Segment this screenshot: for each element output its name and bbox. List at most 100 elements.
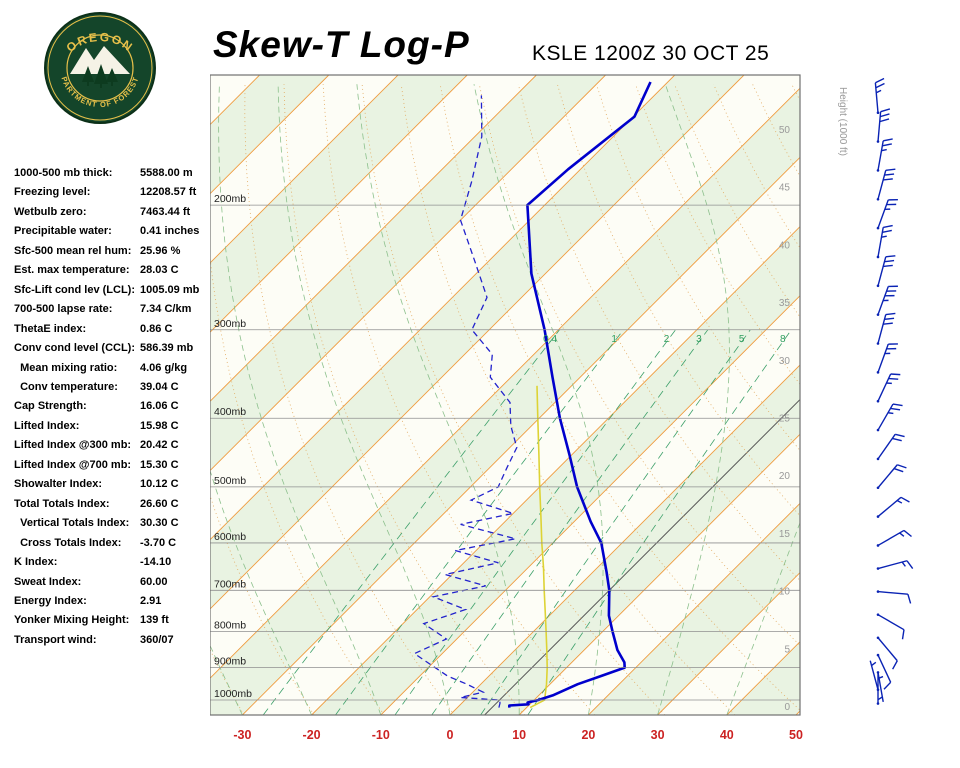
index-label: 700-500 lapse rate: (14, 303, 113, 316)
index-value: 26.60 C (140, 497, 179, 510)
index-row: Transport wind: 360/07 (14, 631, 212, 650)
index-row: Lifted Index: 15.98 C (14, 417, 212, 436)
index-row: 700-500 lapse rate: 7.34 C/km (14, 300, 212, 319)
svg-text:5: 5 (784, 644, 790, 655)
index-label: Vertical Totals Index: (14, 517, 130, 530)
station-datetime: KSLE 1200Z 30 OCT 25 (532, 42, 770, 65)
svg-text:8: 8 (780, 334, 786, 345)
svg-text:400mb: 400mb (214, 406, 246, 418)
index-row: Total Totals Index: 26.60 C (14, 495, 212, 514)
index-row: Sfc-Lift cond lev (LCL): 1005.09 mb (14, 281, 212, 300)
index-value: 39.04 C (140, 380, 179, 393)
svg-text:15: 15 (779, 529, 791, 540)
index-label: Est. max temperature: (14, 264, 130, 277)
svg-text:Height (1000 ft): Height (1000 ft) (837, 87, 848, 156)
index-value: 1005.09 mb (140, 283, 200, 296)
svg-text:200mb: 200mb (214, 193, 246, 205)
index-value: 139 ft (140, 614, 169, 627)
index-label: Lifted Index @700 mb: (14, 458, 132, 471)
chart-border (210, 74, 801, 716)
index-label: Freezing level: (14, 186, 91, 199)
svg-text:5: 5 (739, 334, 745, 345)
index-label: Conv temperature: (14, 380, 118, 393)
index-row: Freezing level: 12208.57 ft (14, 183, 212, 202)
svg-text:300mb: 300mb (214, 318, 246, 330)
svg-text:40: 40 (779, 240, 791, 251)
index-value: 2.91 (140, 594, 162, 607)
moist-adiabats (210, 84, 800, 715)
index-value: 60.00 (140, 575, 168, 588)
index-value: 360/07 (140, 633, 174, 646)
odf-logo-svg: OREGON DEPARTMENT OF FORESTRY (39, 3, 156, 124)
svg-text:20: 20 (779, 471, 791, 482)
svg-text:900mb: 900mb (214, 656, 246, 668)
svg-text:0: 0 (784, 702, 790, 713)
index-label: Conv cond level (CCL): (14, 342, 136, 355)
index-value: 5588.00 m (140, 167, 193, 179)
svg-text:0: 0 (447, 728, 454, 742)
svg-text:3: 3 (696, 334, 702, 345)
svg-text:-10: -10 (372, 728, 390, 742)
dewpoint-trace (413, 95, 518, 708)
pressure-labels: 200mb 300mb 400mb 500mb 600mb 700mb 800mb 900mb… (214, 193, 252, 700)
height-axis-title: Height (1000 ft) (837, 87, 848, 156)
index-row: Showalter Index: 10.12 C (14, 475, 212, 494)
index-value: 0.86 C (140, 322, 173, 335)
index-label: Yonker Mixing Height: (14, 614, 130, 627)
index-value: 28.03 C (140, 264, 179, 277)
svg-text:10: 10 (512, 728, 526, 742)
index-value: 7.34 C/km (140, 303, 192, 316)
svg-text:1000mb: 1000mb (214, 688, 252, 700)
index-value: 4.06 g/kg (140, 361, 188, 374)
index-label: Precipitable water: (14, 225, 112, 238)
logo-mountain (70, 46, 130, 74)
svg-text:20: 20 (581, 728, 595, 742)
temp-axis-labels: -30 -20 -10 0 10 20 30 40 50 (233, 728, 803, 742)
page-title: Skew-T Log-P (213, 24, 470, 65)
index-label: Mean mixing ratio: (14, 361, 118, 374)
index-value: 586.39 mb (140, 342, 194, 355)
svg-text:2: 2 (664, 334, 670, 345)
index-row: Est. max temperature: 28.03 C (14, 261, 212, 280)
index-value: 16.06 C (140, 400, 179, 413)
index-label: Cap Strength: (14, 400, 87, 413)
index-row: Lifted Index @700 mb: 15.30 C (14, 456, 212, 475)
dry-adiabats (210, 84, 800, 715)
svg-text:50: 50 (789, 728, 803, 742)
mixing-ratio-labels: 0.4 1 2 3 5 8 (543, 334, 786, 345)
isotherms (210, 75, 800, 715)
index-value: 15.98 C (140, 419, 179, 432)
svg-text:1: 1 (611, 334, 617, 345)
svg-text:700mb: 700mb (214, 578, 246, 590)
svg-text:-20: -20 (303, 728, 321, 742)
wind-barbs (869, 77, 914, 705)
chart-plot-area (210, 75, 800, 715)
svg-text:35: 35 (779, 298, 791, 309)
index-label: Sfc-500 mean rel hum: (14, 244, 132, 257)
svg-text:45: 45 (779, 183, 791, 194)
svg-text:50: 50 (779, 125, 791, 136)
svg-text:10: 10 (779, 587, 791, 598)
height-axis-labels: 0 5 10 15 20 25 30 35 40 45 50 (779, 125, 791, 713)
logo-trees (82, 64, 118, 88)
index-row: Conv cond level (CCL): 586.39 mb (14, 339, 212, 358)
logo-gold-ring-outer (47, 15, 153, 121)
index-value: -3.70 C (140, 536, 177, 549)
index-value: -14.10 (140, 556, 172, 569)
svg-text:30: 30 (651, 728, 665, 742)
index-label: Sweat Index: (14, 575, 82, 588)
index-row: Cap Strength: 16.06 C (14, 397, 212, 416)
svg-text:800mb: 800mb (214, 619, 246, 631)
index-label: Lifted Index: (14, 419, 80, 432)
index-value: 25.96 % (140, 244, 181, 257)
index-value: 7463.44 ft (140, 205, 191, 218)
index-value: 15.30 C (140, 458, 179, 471)
index-row: Precipitable water: 0.41 inches (14, 222, 212, 241)
index-label: Wetbulb zero: (14, 205, 87, 218)
index-row: Energy Index: 2.91 (14, 592, 212, 611)
odf-logo: OREGON DEPARTMENT OF FORESTRY (39, 3, 158, 126)
index-row: K Index: -14.10 (14, 553, 212, 572)
index-label: Cross Totals Index: (14, 536, 122, 549)
index-label: Showalter Index: (14, 478, 103, 491)
